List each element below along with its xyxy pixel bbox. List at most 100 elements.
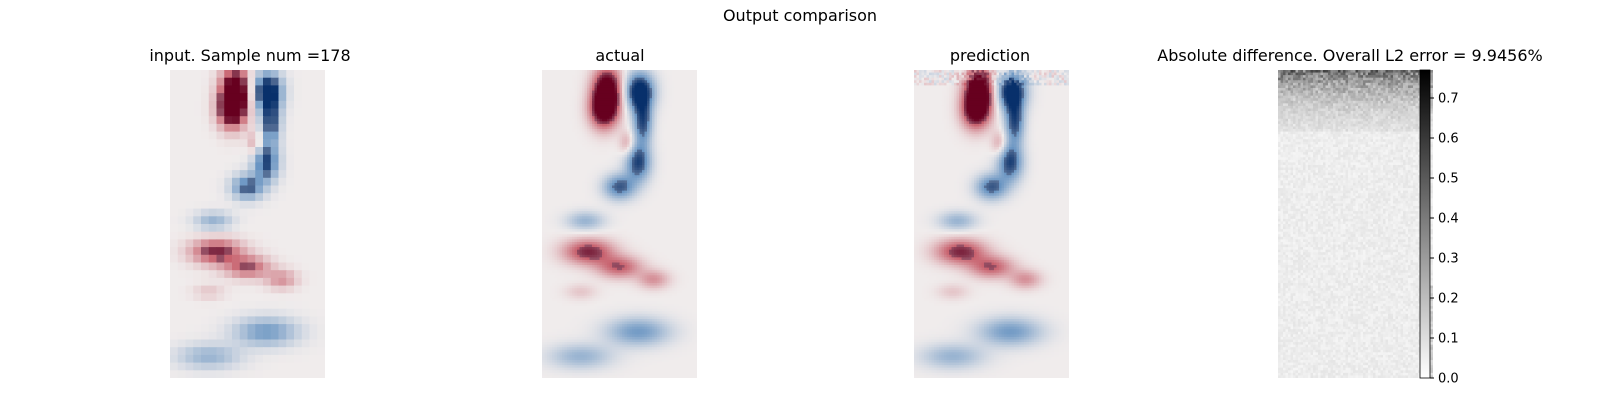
heatmap-cell — [639, 213, 643, 217]
heatmap-cell — [562, 129, 566, 133]
heatmap-cell — [654, 147, 658, 151]
heatmap-cell — [594, 193, 598, 197]
heatmap-cell — [629, 221, 633, 225]
heatmap-cell — [652, 193, 656, 197]
heatmap-cell — [232, 277, 241, 287]
heatmap-cell — [634, 131, 638, 135]
heatmap-cell — [632, 188, 636, 192]
heatmap-cell — [662, 144, 666, 148]
heatmap-cell — [602, 190, 606, 194]
heatmap-cell — [592, 90, 596, 94]
heatmap-cell — [639, 90, 643, 94]
heatmap-cell — [278, 154, 287, 163]
heatmap-cell — [689, 95, 693, 99]
heatmap-cell — [592, 72, 596, 76]
heatmap-cell — [604, 162, 608, 166]
heatmap-cell — [579, 164, 583, 169]
heatmap-cell — [679, 75, 683, 79]
heatmap-cell — [569, 87, 573, 92]
heatmap-cell — [644, 208, 648, 212]
heatmap-cell — [255, 193, 264, 202]
heatmap-cell — [672, 98, 676, 102]
heatmap-cell — [547, 134, 551, 138]
heatmap-cell — [201, 70, 210, 79]
heatmap-cell — [632, 198, 636, 202]
heatmap-cell — [572, 93, 576, 97]
heatmap-cell — [679, 118, 683, 122]
heatmap-cell — [584, 206, 588, 210]
heatmap-cell — [602, 195, 606, 199]
heatmap-cell — [177, 354, 187, 364]
heatmap-cell — [170, 347, 179, 356]
heatmap-cell — [629, 164, 633, 169]
heatmap-cell — [682, 123, 686, 128]
heatmap-cell — [542, 200, 546, 205]
heatmap-cell — [567, 221, 571, 225]
heatmap-cell — [542, 231, 546, 235]
heatmap-cell — [582, 195, 586, 199]
heatmap-cell — [674, 113, 678, 117]
heatmap-cell — [644, 116, 648, 120]
heatmap-cell — [624, 139, 628, 143]
heatmap-cell — [692, 82, 696, 86]
heatmap-cell — [684, 208, 688, 212]
heatmap-cell — [672, 121, 676, 125]
heatmap-cell — [619, 100, 623, 104]
heatmap-cell — [286, 293, 295, 302]
heatmap-cell — [554, 95, 558, 99]
heatmap-cell — [642, 172, 646, 176]
heatmap-cell — [232, 154, 241, 163]
heatmap-cell — [574, 136, 578, 140]
heatmap-cell — [564, 111, 568, 115]
heatmap-cell — [612, 200, 616, 205]
heatmap-cell — [659, 159, 663, 163]
heatmap-cell — [637, 167, 641, 171]
heatmap-cell — [672, 80, 676, 84]
heatmap-cell — [694, 95, 697, 99]
heatmap-cell — [617, 118, 621, 122]
heatmap-cell — [579, 206, 583, 210]
heatmap-cell — [544, 108, 548, 112]
heatmap-cell — [632, 241, 636, 246]
heatmap-cell — [664, 103, 668, 107]
heatmap-cell — [637, 116, 641, 120]
heatmap-cell — [569, 211, 573, 215]
heatmap-cell — [263, 277, 272, 287]
heatmap-cell — [694, 141, 697, 146]
heatmap-cell — [634, 231, 638, 235]
heatmap-cell — [592, 80, 596, 84]
heatmap-cell — [599, 182, 603, 187]
heatmap-cell — [602, 75, 606, 79]
heatmap-cell — [594, 213, 598, 217]
heatmap-cell — [549, 185, 553, 189]
heatmap-cell — [667, 229, 671, 233]
heatmap-cell — [597, 121, 601, 125]
heatmap-cell — [637, 149, 641, 153]
heatmap-cell — [278, 254, 287, 264]
heatmap-cell — [647, 141, 651, 146]
heatmap-cell — [662, 123, 666, 128]
heatmap-cell — [554, 180, 558, 184]
heatmap-cell — [549, 147, 553, 151]
heatmap-cell — [232, 339, 241, 348]
heatmap-cell — [614, 216, 618, 220]
heatmap-cell — [552, 182, 556, 187]
heatmap-cell — [567, 113, 571, 117]
heatmap-cell — [617, 213, 621, 217]
heatmap-cell — [687, 180, 691, 184]
heatmap-cell — [567, 234, 571, 238]
heatmap-cell — [642, 108, 646, 112]
heatmap-cell — [177, 347, 187, 356]
heatmap-cell — [632, 195, 636, 199]
heatmap-cell — [627, 231, 631, 235]
heatmap-cell — [599, 218, 603, 223]
heatmap-cell — [677, 100, 681, 104]
heatmap-cell — [659, 136, 663, 140]
heatmap-cell — [664, 231, 668, 235]
heatmap-cell — [602, 123, 606, 128]
heatmap-cell — [607, 157, 611, 161]
heatmap-cell — [604, 134, 608, 138]
heatmap-cell — [609, 218, 613, 223]
heatmap-cell — [662, 193, 666, 197]
heatmap-cell — [579, 154, 583, 158]
